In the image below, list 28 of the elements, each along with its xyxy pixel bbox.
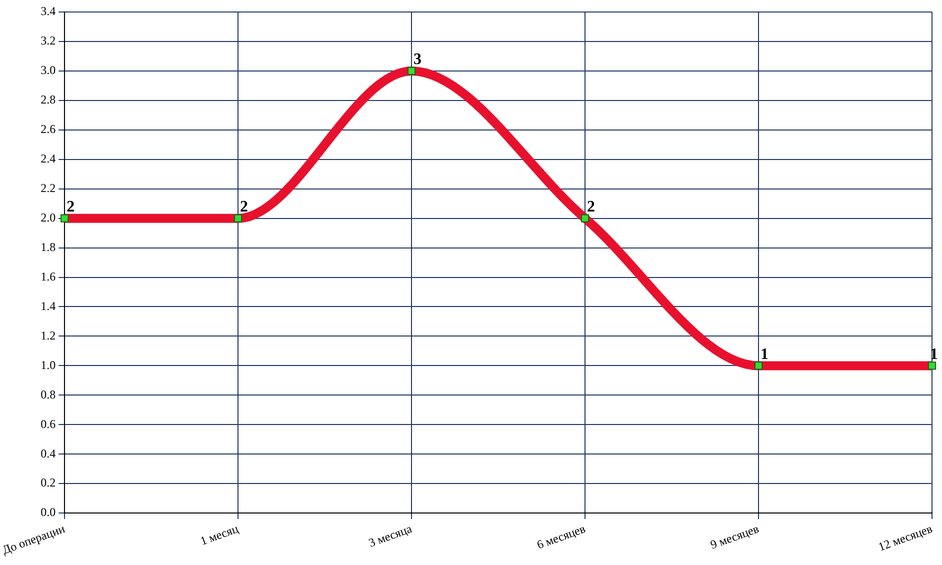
y-tick-label: 3.4 <box>40 4 56 18</box>
y-tick-label: 0.0 <box>40 505 56 520</box>
y-tick-label: 1.0 <box>40 358 56 372</box>
y-tick-label: 2.8 <box>40 92 56 107</box>
x-tick-label: 6 месяцев <box>534 521 588 552</box>
data-label: 2 <box>587 198 596 216</box>
y-tick-label: 0.4 <box>40 446 56 460</box>
y-tick-label: 2.6 <box>40 122 56 136</box>
y-tick-label: 3.0 <box>40 63 56 78</box>
y-tick-label: 2.2 <box>40 181 56 195</box>
x-tick-label: 9 месяцев <box>708 521 761 552</box>
y-tick-label: 1.2 <box>40 328 56 342</box>
y-tick-label: 2.0 <box>40 210 56 224</box>
y-tick-label: 2.4 <box>40 152 56 166</box>
y-tick-label: 1.8 <box>40 240 56 254</box>
data-label: 2 <box>66 198 75 216</box>
y-tick-label: 1.6 <box>40 269 56 284</box>
x-tick-label: 1 месяц <box>198 521 241 548</box>
x-tick-label: 3 месяца <box>366 521 414 550</box>
data-label: 2 <box>240 198 248 216</box>
y-tick-label: 0.6 <box>40 416 56 431</box>
data-label: 1 <box>760 346 769 363</box>
x-tick-label: 12 месяцев <box>876 521 934 554</box>
y-tick-label: 0.8 <box>40 387 56 402</box>
y-tick-label: 3.2 <box>40 34 56 48</box>
y-tick-label: 1.4 <box>40 298 56 313</box>
data-label: 3 <box>414 51 422 68</box>
y-tick-label: 0.2 <box>40 476 56 490</box>
